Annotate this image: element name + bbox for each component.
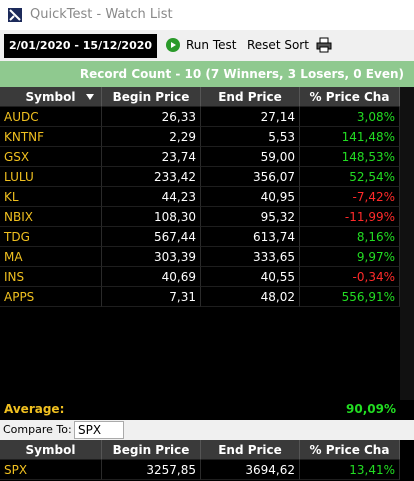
- value-cell: 40,69: [102, 267, 201, 287]
- value-cell: -7,42%: [300, 187, 400, 207]
- app-icon: [8, 8, 22, 22]
- value-cell: 8,16%: [300, 227, 400, 247]
- value-cell: 9,97%: [300, 247, 400, 267]
- value-cell: 40,95: [201, 187, 300, 207]
- value-cell: 95,32: [201, 207, 300, 227]
- symbol-cell: INS: [0, 267, 102, 287]
- value-cell: 3257,85: [102, 460, 201, 480]
- symbol-cell: MA: [0, 247, 102, 267]
- column-header[interactable]: % Price Cha: [300, 87, 400, 107]
- value-cell: 356,07: [201, 167, 300, 187]
- value-cell: 141,48%: [300, 127, 400, 147]
- toolbar: 2/01/2020 - 15/12/2020 Run Test Reset So…: [0, 30, 414, 61]
- print-icon[interactable]: [316, 37, 332, 53]
- value-cell: 148,53%: [300, 147, 400, 167]
- value-cell: 333,65: [201, 247, 300, 267]
- sort-icon[interactable]: [85, 92, 95, 102]
- value-cell: 23,74: [102, 147, 201, 167]
- value-cell: 13,41%: [300, 460, 400, 480]
- window-title: QuickTest - Watch List: [30, 7, 173, 22]
- symbol-cell: AUDC: [0, 107, 102, 127]
- value-cell: 303,39: [102, 247, 201, 267]
- value-cell: 48,02: [201, 287, 300, 307]
- value-cell: 233,42: [102, 167, 201, 187]
- symbol-cell: NBIX: [0, 207, 102, 227]
- value-cell: 613,74: [201, 227, 300, 247]
- value-cell: 7,31: [102, 287, 201, 307]
- value-cell: 567,44: [102, 227, 201, 247]
- symbol-cell: KL: [0, 187, 102, 207]
- value-cell: -0,34%: [300, 267, 400, 287]
- value-cell: 59,00: [201, 147, 300, 167]
- column-header[interactable]: Begin Price: [102, 87, 201, 107]
- column-header[interactable]: Symbol: [0, 87, 102, 107]
- column-header[interactable]: End Price: [201, 87, 300, 107]
- compare-bar: Compare To: SPX: [0, 420, 414, 440]
- title-bar: QuickTest - Watch List: [0, 0, 414, 30]
- scrollbar: [400, 87, 414, 400]
- value-cell: 52,54%: [300, 167, 400, 187]
- value-cell: 26,33: [102, 107, 201, 127]
- compare-table: Symbol Begin Price End Price% Price Cha SPX…: [0, 440, 400, 481]
- reset-button[interactable]: Reset Sort: [247, 38, 309, 52]
- symbol-cell: GSX: [0, 147, 102, 167]
- column-header[interactable]: Begin Price: [102, 440, 201, 460]
- compare-input[interactable]: SPX: [74, 421, 124, 439]
- average-label: Average:: [4, 402, 65, 416]
- column-header[interactable]: % Price Cha: [300, 440, 400, 460]
- value-cell: 108,30: [102, 207, 201, 227]
- value-cell: 5,53: [201, 127, 300, 147]
- value-cell: 27,14: [201, 107, 300, 127]
- symbol-cell: LULU: [0, 167, 102, 187]
- column-header[interactable]: Symbol: [0, 440, 102, 460]
- compare-label: Compare To:: [3, 423, 72, 436]
- symbol-cell: TDG: [0, 227, 102, 247]
- symbol-cell: KNTNF: [0, 127, 102, 147]
- column-header[interactable]: End Price: [201, 440, 300, 460]
- value-cell: 3,08%: [300, 107, 400, 127]
- value-cell: -11,99%: [300, 207, 400, 227]
- run-button[interactable]: Run Test: [186, 38, 237, 52]
- symbol-cell: SPX: [0, 460, 102, 480]
- value-cell: 3694,62: [201, 460, 300, 480]
- value-cell: 2,29: [102, 127, 201, 147]
- value-cell: 44,23: [102, 187, 201, 207]
- date-range[interactable]: 2/01/2020 - 15/12/2020: [4, 34, 157, 58]
- run-icon[interactable]: [166, 38, 180, 52]
- summary-bar: Record Count - 10 (7 Winners, 3 Losers, …: [0, 61, 414, 87]
- results-table: Symbol Begin Price End Price% Price Cha AUD…: [0, 87, 400, 400]
- average-value: 90,09%: [346, 402, 396, 416]
- value-cell: 556,91%: [300, 287, 400, 307]
- symbol-cell: APPS: [0, 287, 102, 307]
- value-cell: 40,55: [201, 267, 300, 287]
